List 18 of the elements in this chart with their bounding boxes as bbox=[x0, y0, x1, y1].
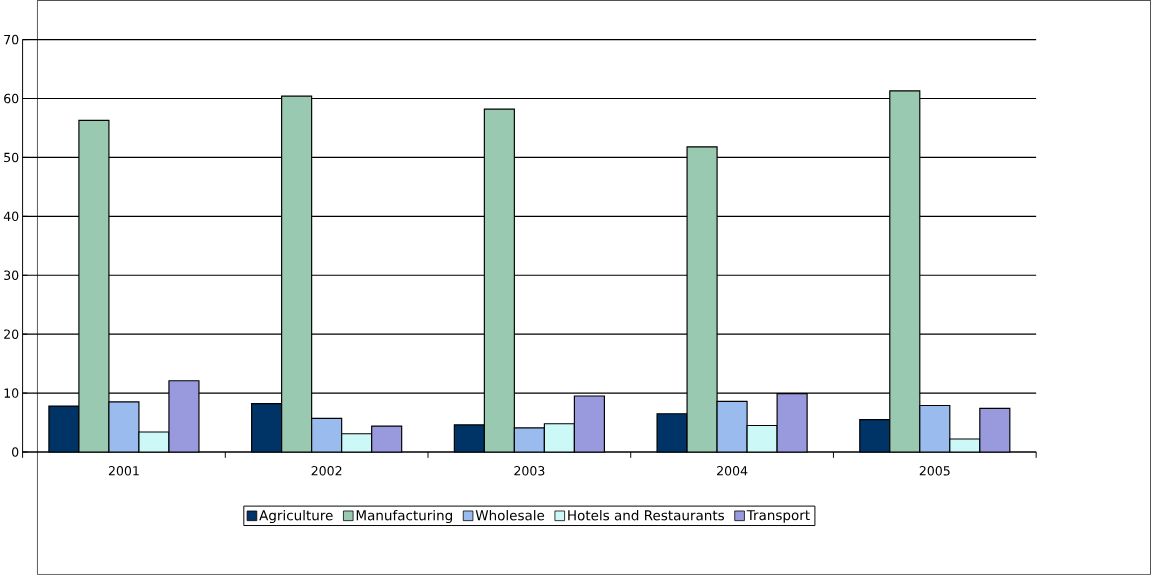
x-tick-label: 2004 bbox=[717, 466, 748, 476]
y-tick-label: 50 bbox=[4, 152, 19, 163]
y-tick-label: 10 bbox=[4, 388, 19, 398]
legend-label: Hotels and Restaurants bbox=[568, 510, 725, 521]
legend-label: Wholesale bbox=[475, 510, 545, 521]
y-tick-label: 20 bbox=[4, 329, 19, 339]
y-tick-label: 30 bbox=[4, 270, 19, 281]
x-tick-label: 2001 bbox=[108, 466, 139, 476]
legend-label: Manufacturing bbox=[356, 510, 452, 524]
y-tick-label: 70 bbox=[4, 34, 19, 45]
y-tick-label: 40 bbox=[3, 211, 19, 222]
x-tick-label: 2002 bbox=[311, 466, 342, 476]
legend-label: Transport bbox=[746, 510, 810, 523]
y-tick-label: 60 bbox=[4, 93, 19, 104]
x-tick-label: 2005 bbox=[919, 466, 950, 476]
legend-label: Agriculture bbox=[259, 510, 333, 524]
x-tick-label: 2003 bbox=[514, 466, 545, 476]
y-tick-label: 0 bbox=[12, 447, 19, 457]
